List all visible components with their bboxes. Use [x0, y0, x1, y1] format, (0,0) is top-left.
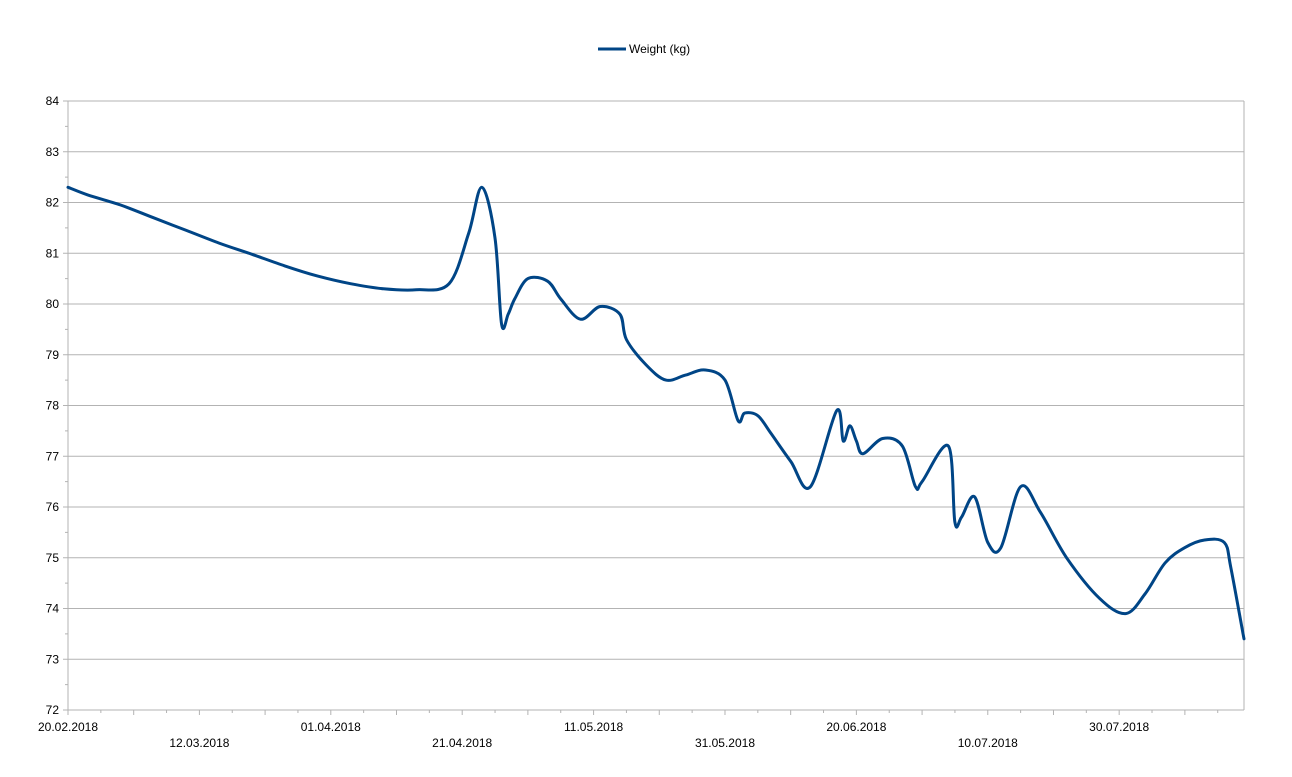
- legend: Weight (kg): [598, 42, 690, 56]
- x-tick-label: 20.06.2018: [826, 720, 886, 734]
- y-tick-label: 84: [46, 94, 60, 108]
- x-tick-label: 21.04.2018: [432, 736, 492, 750]
- x-tick-label: 11.05.2018: [564, 720, 623, 734]
- series-line-weight: [66, 185, 1246, 641]
- y-axis-tick-labels: 72 73 74 75 76 77 78 79 80 81 82 83 84: [46, 94, 60, 717]
- y-tick-label: 78: [46, 399, 60, 413]
- y-tick-label: 72: [46, 703, 60, 717]
- y-tick-label: 79: [46, 348, 60, 362]
- axes: [63, 100, 1245, 715]
- y-tick-label: 83: [46, 145, 60, 159]
- x-tick-label: 20.02.2018: [38, 720, 98, 734]
- x-tick-label: 10.07.2018: [958, 736, 1018, 750]
- y-tick-label: 76: [46, 500, 60, 514]
- y-tick-label: 81: [46, 246, 60, 260]
- x-tick-label: 31.05.2018: [695, 736, 755, 750]
- y-tick-label: 80: [46, 297, 60, 311]
- y-tick-label: 74: [46, 602, 60, 616]
- gridlines: [68, 100, 1244, 660]
- x-tick-label: 12.03.2018: [169, 736, 229, 750]
- legend-label-weight: Weight (kg): [629, 42, 690, 56]
- y-tick-label: 75: [46, 551, 60, 565]
- y-tick-label: 73: [46, 652, 60, 666]
- x-tick-label: 01.04.2018: [301, 720, 361, 734]
- x-axis-tick-labels: 20.02.2018 12.03.2018 01.04.2018 21.04.2018…: [38, 720, 1150, 750]
- x-tick-label: 30.07.2018: [1089, 720, 1149, 734]
- y-tick-label: 82: [46, 196, 60, 210]
- y-tick-label: 77: [46, 449, 60, 463]
